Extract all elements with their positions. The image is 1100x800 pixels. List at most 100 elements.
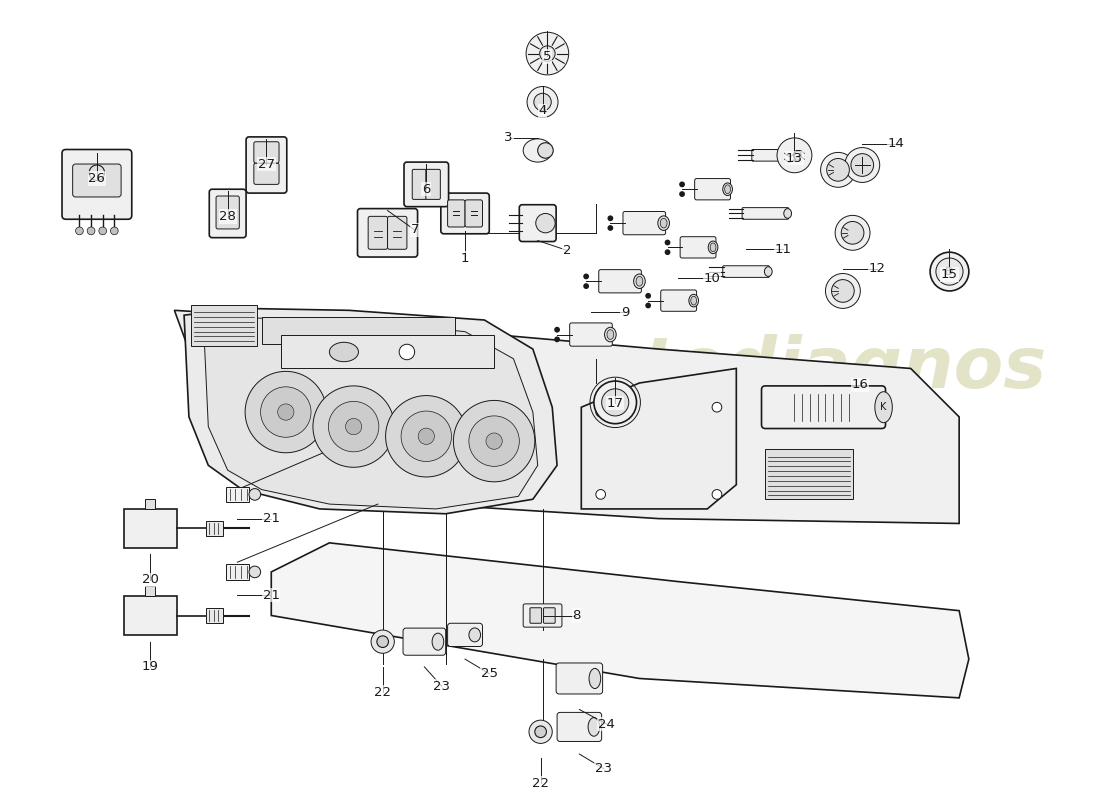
Text: 5: 5: [543, 50, 551, 63]
Polygon shape: [175, 310, 959, 523]
FancyBboxPatch shape: [557, 712, 602, 742]
Circle shape: [526, 32, 569, 75]
Text: 11: 11: [774, 242, 791, 256]
Ellipse shape: [432, 633, 443, 650]
Text: 26: 26: [88, 172, 106, 185]
Ellipse shape: [607, 330, 614, 339]
FancyBboxPatch shape: [358, 209, 418, 257]
Text: K: K: [880, 402, 887, 412]
Circle shape: [99, 227, 107, 234]
FancyBboxPatch shape: [254, 142, 279, 163]
FancyBboxPatch shape: [387, 216, 407, 250]
Circle shape: [536, 214, 556, 233]
Circle shape: [329, 402, 378, 452]
Bar: [206, 521, 223, 536]
Circle shape: [821, 153, 856, 187]
Text: 17: 17: [607, 397, 624, 410]
Ellipse shape: [660, 218, 667, 228]
Circle shape: [827, 158, 849, 181]
Ellipse shape: [711, 243, 716, 252]
Ellipse shape: [764, 266, 772, 277]
Text: 27: 27: [257, 158, 275, 170]
FancyBboxPatch shape: [695, 178, 730, 200]
Circle shape: [842, 222, 864, 244]
FancyBboxPatch shape: [412, 170, 427, 199]
FancyBboxPatch shape: [623, 211, 666, 234]
FancyBboxPatch shape: [761, 386, 886, 429]
Text: 24: 24: [598, 718, 615, 730]
Circle shape: [534, 94, 551, 110]
Bar: [145, 499, 155, 509]
FancyBboxPatch shape: [661, 290, 696, 311]
Text: 14: 14: [888, 137, 904, 150]
Polygon shape: [204, 318, 538, 509]
FancyBboxPatch shape: [73, 164, 121, 197]
FancyBboxPatch shape: [448, 623, 483, 646]
Circle shape: [527, 86, 558, 118]
Text: Ð: Ð: [945, 266, 954, 277]
Circle shape: [646, 302, 651, 308]
Text: 28: 28: [219, 210, 236, 223]
Circle shape: [583, 283, 590, 289]
Ellipse shape: [689, 294, 698, 307]
Circle shape: [312, 386, 394, 467]
Circle shape: [486, 433, 503, 450]
FancyBboxPatch shape: [723, 266, 769, 278]
Circle shape: [76, 227, 84, 234]
Circle shape: [399, 344, 415, 360]
FancyBboxPatch shape: [209, 190, 246, 238]
Bar: [206, 608, 223, 623]
Circle shape: [712, 490, 722, 499]
Circle shape: [249, 489, 261, 500]
Text: 2: 2: [562, 244, 571, 257]
Ellipse shape: [634, 274, 646, 289]
Circle shape: [554, 326, 560, 333]
Polygon shape: [581, 369, 736, 509]
Ellipse shape: [691, 296, 696, 305]
Circle shape: [418, 428, 434, 445]
Bar: [123, 509, 177, 548]
Text: 7: 7: [410, 223, 419, 237]
Circle shape: [245, 371, 327, 453]
Text: 10: 10: [704, 272, 720, 285]
Bar: [226, 486, 249, 502]
Ellipse shape: [723, 183, 733, 195]
Ellipse shape: [590, 669, 601, 689]
Circle shape: [664, 239, 670, 246]
Circle shape: [835, 215, 870, 250]
FancyBboxPatch shape: [216, 196, 240, 229]
Circle shape: [646, 293, 651, 298]
Circle shape: [345, 418, 362, 434]
Text: autodiagnos: autodiagnos: [542, 334, 1047, 403]
FancyBboxPatch shape: [680, 237, 716, 258]
FancyBboxPatch shape: [530, 608, 541, 623]
FancyBboxPatch shape: [519, 205, 557, 242]
Ellipse shape: [874, 392, 892, 422]
Text: a passion for parts since 1985: a passion for parts since 1985: [508, 424, 887, 448]
Text: 25: 25: [481, 667, 498, 680]
Text: 23: 23: [433, 680, 450, 693]
Circle shape: [596, 407, 605, 417]
Polygon shape: [272, 543, 969, 698]
Ellipse shape: [658, 216, 670, 230]
Text: 21: 21: [263, 589, 279, 602]
Ellipse shape: [725, 185, 730, 194]
Circle shape: [371, 630, 394, 654]
FancyBboxPatch shape: [524, 604, 562, 627]
Circle shape: [277, 404, 294, 420]
Ellipse shape: [605, 327, 616, 342]
Text: 3: 3: [505, 131, 513, 144]
FancyBboxPatch shape: [751, 150, 799, 161]
Circle shape: [87, 227, 95, 234]
FancyBboxPatch shape: [570, 323, 613, 346]
FancyBboxPatch shape: [246, 137, 287, 193]
Circle shape: [936, 258, 962, 285]
FancyBboxPatch shape: [62, 150, 132, 219]
FancyBboxPatch shape: [465, 200, 483, 227]
Text: 23: 23: [595, 762, 612, 775]
Circle shape: [554, 337, 560, 342]
FancyBboxPatch shape: [254, 163, 279, 184]
Circle shape: [110, 227, 118, 234]
Bar: [123, 596, 177, 635]
Circle shape: [529, 720, 552, 743]
